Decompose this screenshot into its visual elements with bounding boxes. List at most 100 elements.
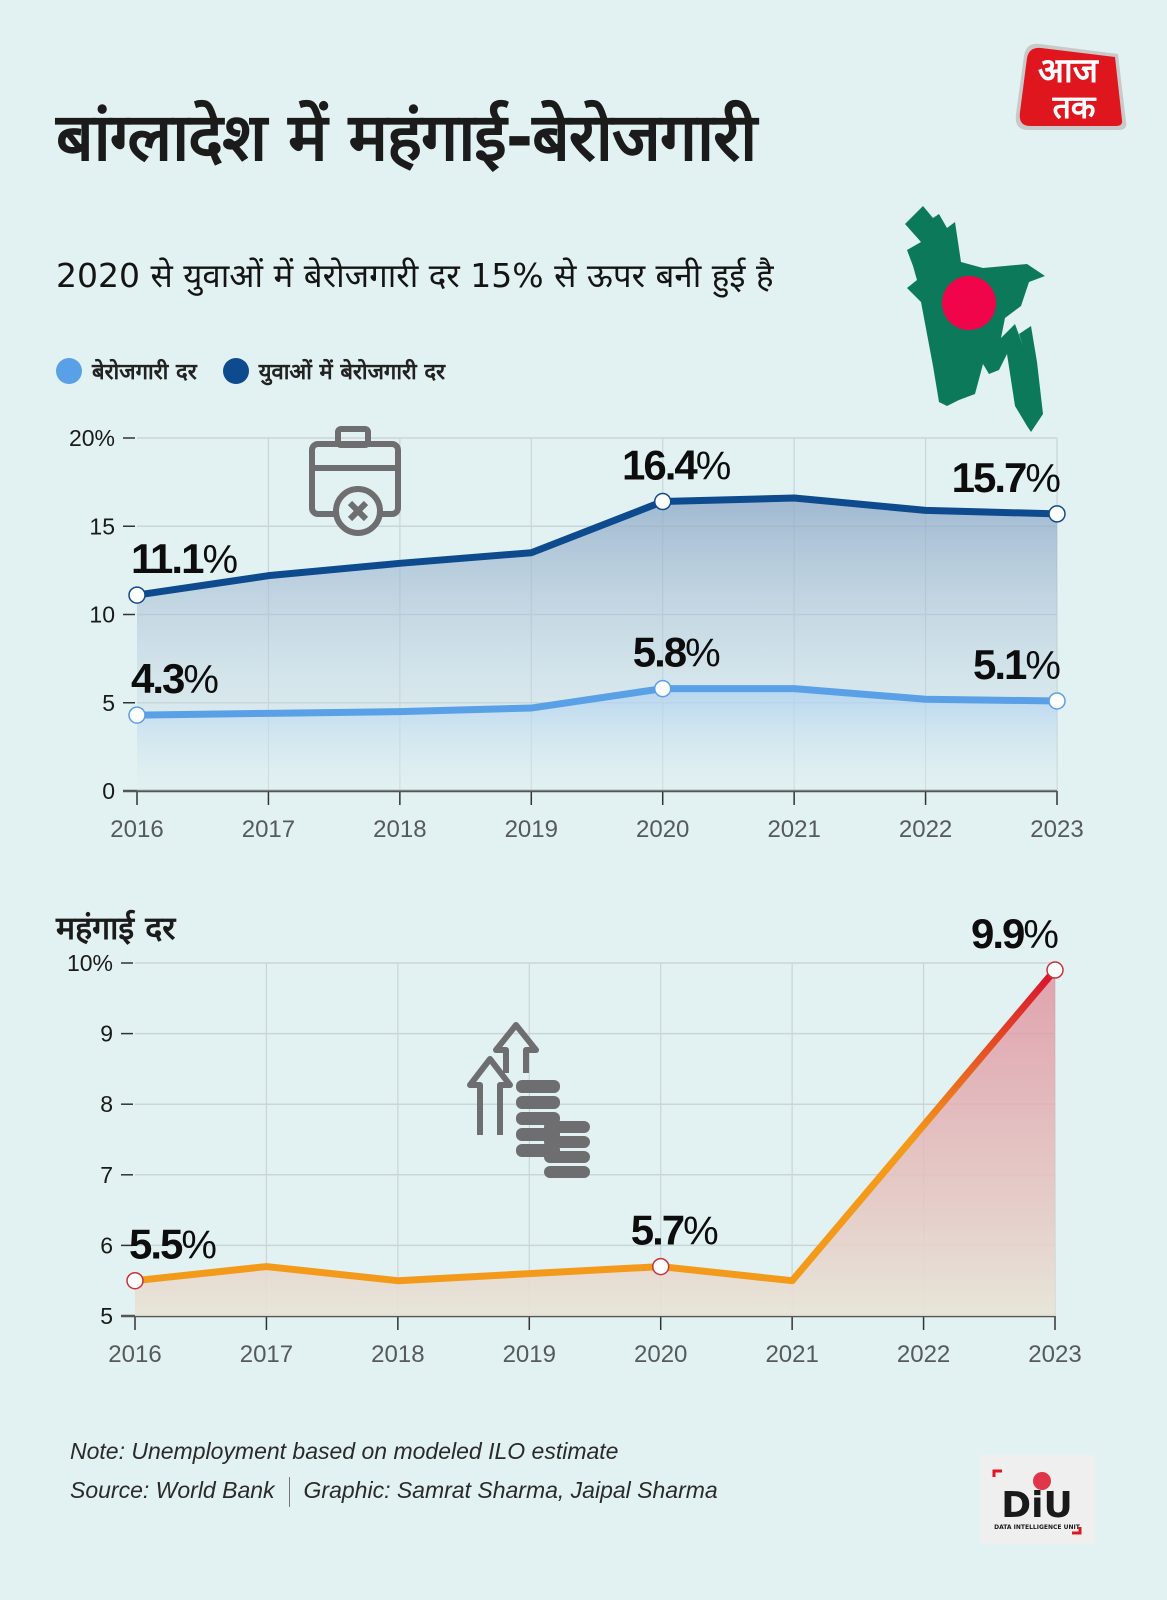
legend-label-youth-unemployment: युवाओं में बेरोजगारी दर (258, 360, 446, 385)
chart-legend: बेरोजगारी दर युवाओं में बेरोजगारी दर (56, 356, 457, 386)
legend-dot-unemployment (56, 358, 82, 384)
diu-logo: DiU DATA INTELLIGENCE UNIT (980, 1455, 1095, 1544)
data-label: 4.3% (131, 655, 219, 702)
data-point-marker (1048, 692, 1066, 710)
data-label-value: 5.1 (973, 641, 1027, 688)
data-label-percent: % (183, 658, 219, 702)
arrow-up (467, 1056, 513, 1135)
data-label-value: 9.9 (971, 910, 1024, 957)
data-point-marker (128, 586, 146, 604)
coin (544, 1136, 590, 1148)
data-point-marker (126, 1271, 144, 1290)
bangladesh-map-flag-icon (905, 206, 1045, 432)
data-label-percent: % (1023, 913, 1059, 957)
x-tick-label: 2018 (371, 1341, 424, 1368)
data-point-marker (651, 1257, 670, 1276)
data-label-value: 5.5 (129, 1221, 183, 1268)
y-tick-label: 5 (100, 1303, 113, 1329)
x-tick-label: 2022 (897, 1341, 950, 1368)
y-tick-label: 5 (102, 690, 115, 716)
x-tick-label: 2023 (1030, 816, 1083, 843)
x-mark (347, 500, 369, 522)
legend-dot-youth-unemployment (222, 358, 249, 384)
data-label-value: 5.7 (631, 1207, 684, 1254)
data-label: 11.1% (131, 535, 238, 582)
data-label-value: 16.4 (622, 442, 698, 489)
flag-red-disc (942, 276, 996, 330)
data-label-percent: % (685, 632, 721, 676)
logo-background (1019, 47, 1123, 126)
x-tick-label: 2016 (108, 1341, 161, 1368)
data-label-value: 5.8 (633, 629, 687, 676)
x-tick-label: 2020 (636, 816, 689, 843)
series-line-0 (131, 966, 1059, 1285)
data-label: 5.5% (129, 1221, 217, 1268)
x-tick-label: 2021 (765, 1341, 818, 1368)
y-tick-label: 10% (67, 950, 113, 976)
data-label: 9.9% (971, 910, 1059, 957)
data-label-value: 4.3 (131, 655, 184, 702)
x-tick-label: 2016 (110, 816, 163, 843)
x-tick-label: 2019 (505, 816, 558, 843)
data-point-marker (1048, 505, 1066, 523)
coin (544, 1151, 590, 1163)
logo-text-line2: तक (1052, 88, 1097, 126)
coin-stacks (516, 1080, 590, 1178)
data-point-marker (128, 706, 146, 724)
data-label: 5.7% (631, 1207, 719, 1254)
footer: Note: Unemployment based on modeled ILO … (70, 1432, 718, 1510)
footer-note: Note: Unemployment based on modeled ILO … (70, 1438, 619, 1464)
page-subtitle: 2020 से युवाओं में बेरोजगारी दर 15% से ऊ… (56, 256, 774, 295)
page-title: बांग्लादेश में महंगाई-बेरोजगारी (56, 99, 757, 176)
data-label-percent: % (683, 1210, 719, 1254)
series-area-0 (135, 970, 1055, 1316)
coin (516, 1096, 560, 1109)
data-point-marker (653, 679, 672, 698)
series-line-1 (133, 685, 1061, 719)
up-arrows (467, 1022, 539, 1135)
diu-logo-subtext: DATA INTELLIGENCE UNIT (994, 1524, 1081, 1531)
data-label-percent: % (202, 538, 238, 582)
diu-logo-dot (1033, 1472, 1051, 1490)
data-label-percent: % (1025, 457, 1061, 501)
x-tick-label: 2020 (634, 1341, 687, 1368)
coin (544, 1166, 590, 1178)
unemployment-chart: 0 5 10 15 20% 2016 2017 2018 2019 2020 2021 2022 202… (69, 425, 1084, 843)
x-tick-label: 2017 (240, 1341, 293, 1368)
footer-credits: Source: World Bank Graphic: Samrat Sharma… (70, 1471, 718, 1510)
y-tick-label: 7 (100, 1162, 113, 1188)
data-point-marker (1046, 961, 1064, 979)
logo-text-line1: आज (1038, 51, 1100, 91)
coins-arrow-up-icon (467, 1022, 590, 1178)
x-tick-label: 2017 (242, 816, 295, 843)
data-label-percent: % (1025, 644, 1061, 688)
x-tick-label: 2023 (1028, 1341, 1081, 1368)
inflation-chart: 5 6 7 8 9 10% 2016 2017 2018 2019 2020 2021 2022 2023… (67, 910, 1082, 1368)
legend-label-unemployment: बेरोजगारी दर (92, 360, 197, 385)
data-label-value: 11.1 (131, 535, 204, 582)
inflation-chart-title: महंगाई दर (56, 909, 176, 947)
coin (544, 1121, 590, 1133)
y-tick-label: 9 (100, 1021, 113, 1047)
data-point-marker (653, 492, 672, 511)
y-tick-label: 20% (69, 425, 115, 451)
legend-item-unemployment: बेरोजगारी दर (56, 356, 197, 386)
y-tick-label: 8 (100, 1091, 113, 1117)
diu-logo-text: DiU (1001, 1485, 1072, 1526)
data-label: 5.1% (973, 641, 1061, 688)
data-label-percent: % (696, 445, 732, 489)
x-tick-label: 2021 (767, 816, 820, 843)
data-label: 16.4% (622, 442, 731, 489)
data-label: 15.7% (952, 454, 1061, 501)
series-line-0 (133, 494, 1061, 599)
y-tick-label: 15 (89, 513, 115, 539)
legend-item-youth-unemployment: युवाओं में बेरोजगारी दर (222, 356, 446, 386)
arrow-up (493, 1022, 539, 1073)
x-tick-label: 2018 (373, 816, 426, 843)
footer-graphic: Graphic: Samrat Sharma, Jaipal Sharma (303, 1477, 718, 1503)
x-tick-label: 2019 (503, 1341, 556, 1368)
y-tick-label: 0 (102, 778, 115, 804)
footer-separator (288, 1476, 290, 1507)
data-label-value: 15.7 (952, 454, 1026, 501)
x-tick-label: 2022 (899, 816, 952, 843)
